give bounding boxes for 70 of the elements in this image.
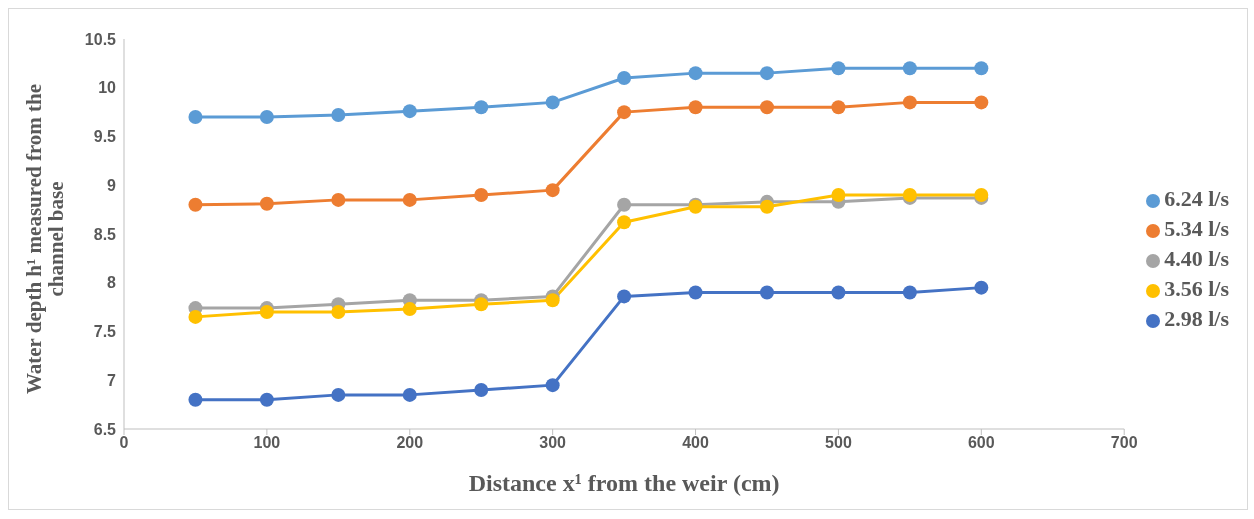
point	[902, 285, 917, 300]
point	[402, 192, 417, 207]
point	[831, 188, 846, 202]
point	[402, 104, 417, 119]
point	[617, 289, 632, 304]
point	[831, 100, 846, 115]
point	[759, 100, 774, 115]
point	[402, 387, 417, 402]
point	[688, 66, 703, 81]
point	[759, 199, 774, 214]
x-tick-label: 0	[119, 434, 129, 452]
point	[474, 297, 489, 312]
x-tick-label: 700	[1110, 434, 1138, 452]
point	[617, 215, 632, 230]
point	[259, 392, 274, 407]
y-tick-label: 8.5	[93, 225, 117, 243]
y-tick-label: 6.5	[93, 420, 117, 438]
point	[974, 95, 989, 110]
point	[759, 285, 774, 300]
legend-label: 6.24 l/s	[1164, 186, 1229, 211]
point	[474, 100, 489, 115]
legend-label: 3.56 l/s	[1164, 276, 1229, 301]
x-tick-label: 300	[539, 434, 567, 452]
x-axis-title: Distance x¹ from the weir (cm)	[468, 470, 780, 496]
point	[617, 105, 632, 120]
point	[974, 61, 989, 76]
point	[688, 285, 703, 300]
point	[902, 61, 917, 76]
point	[545, 183, 560, 198]
y-tick-label: 10	[98, 79, 117, 97]
point	[331, 387, 346, 402]
point	[188, 197, 203, 212]
point	[831, 285, 846, 300]
point	[902, 95, 917, 110]
point	[188, 110, 203, 124]
point	[545, 378, 560, 393]
point	[474, 188, 489, 202]
legend-label: 5.34 l/s	[1164, 216, 1229, 241]
legend-label: 4.40 l/s	[1164, 246, 1229, 271]
y-tick-label: 8	[107, 274, 117, 292]
point	[974, 280, 989, 295]
x-tick-label: 600	[967, 434, 995, 452]
point	[402, 302, 417, 317]
y-tick-label: 9.5	[93, 128, 117, 146]
point	[617, 197, 632, 212]
y-axis-title: Water depth h¹ measured from the channel base	[22, 82, 68, 397]
point	[545, 95, 560, 110]
point	[259, 110, 274, 124]
point	[259, 196, 274, 211]
x-tick-label: 100	[253, 434, 281, 452]
x-tick-label: 500	[825, 434, 852, 452]
point	[331, 108, 346, 123]
point	[259, 305, 274, 319]
legend-label: 2.98 l/s	[1164, 306, 1229, 331]
y-tick-label: 9	[107, 176, 117, 194]
point	[188, 309, 203, 324]
y-tick-label: 10.5	[84, 30, 117, 48]
point	[545, 293, 560, 308]
y-tick-label: 7	[107, 371, 117, 389]
point	[331, 192, 346, 207]
point	[831, 61, 846, 76]
point	[688, 100, 703, 115]
x-tick-label: 200	[396, 434, 424, 452]
point	[188, 392, 203, 407]
point	[617, 71, 632, 85]
point	[331, 305, 346, 319]
x-tick-label: 400	[682, 434, 709, 452]
point	[474, 383, 489, 397]
y-tick-label: 7.5	[93, 323, 117, 341]
point	[759, 66, 774, 81]
